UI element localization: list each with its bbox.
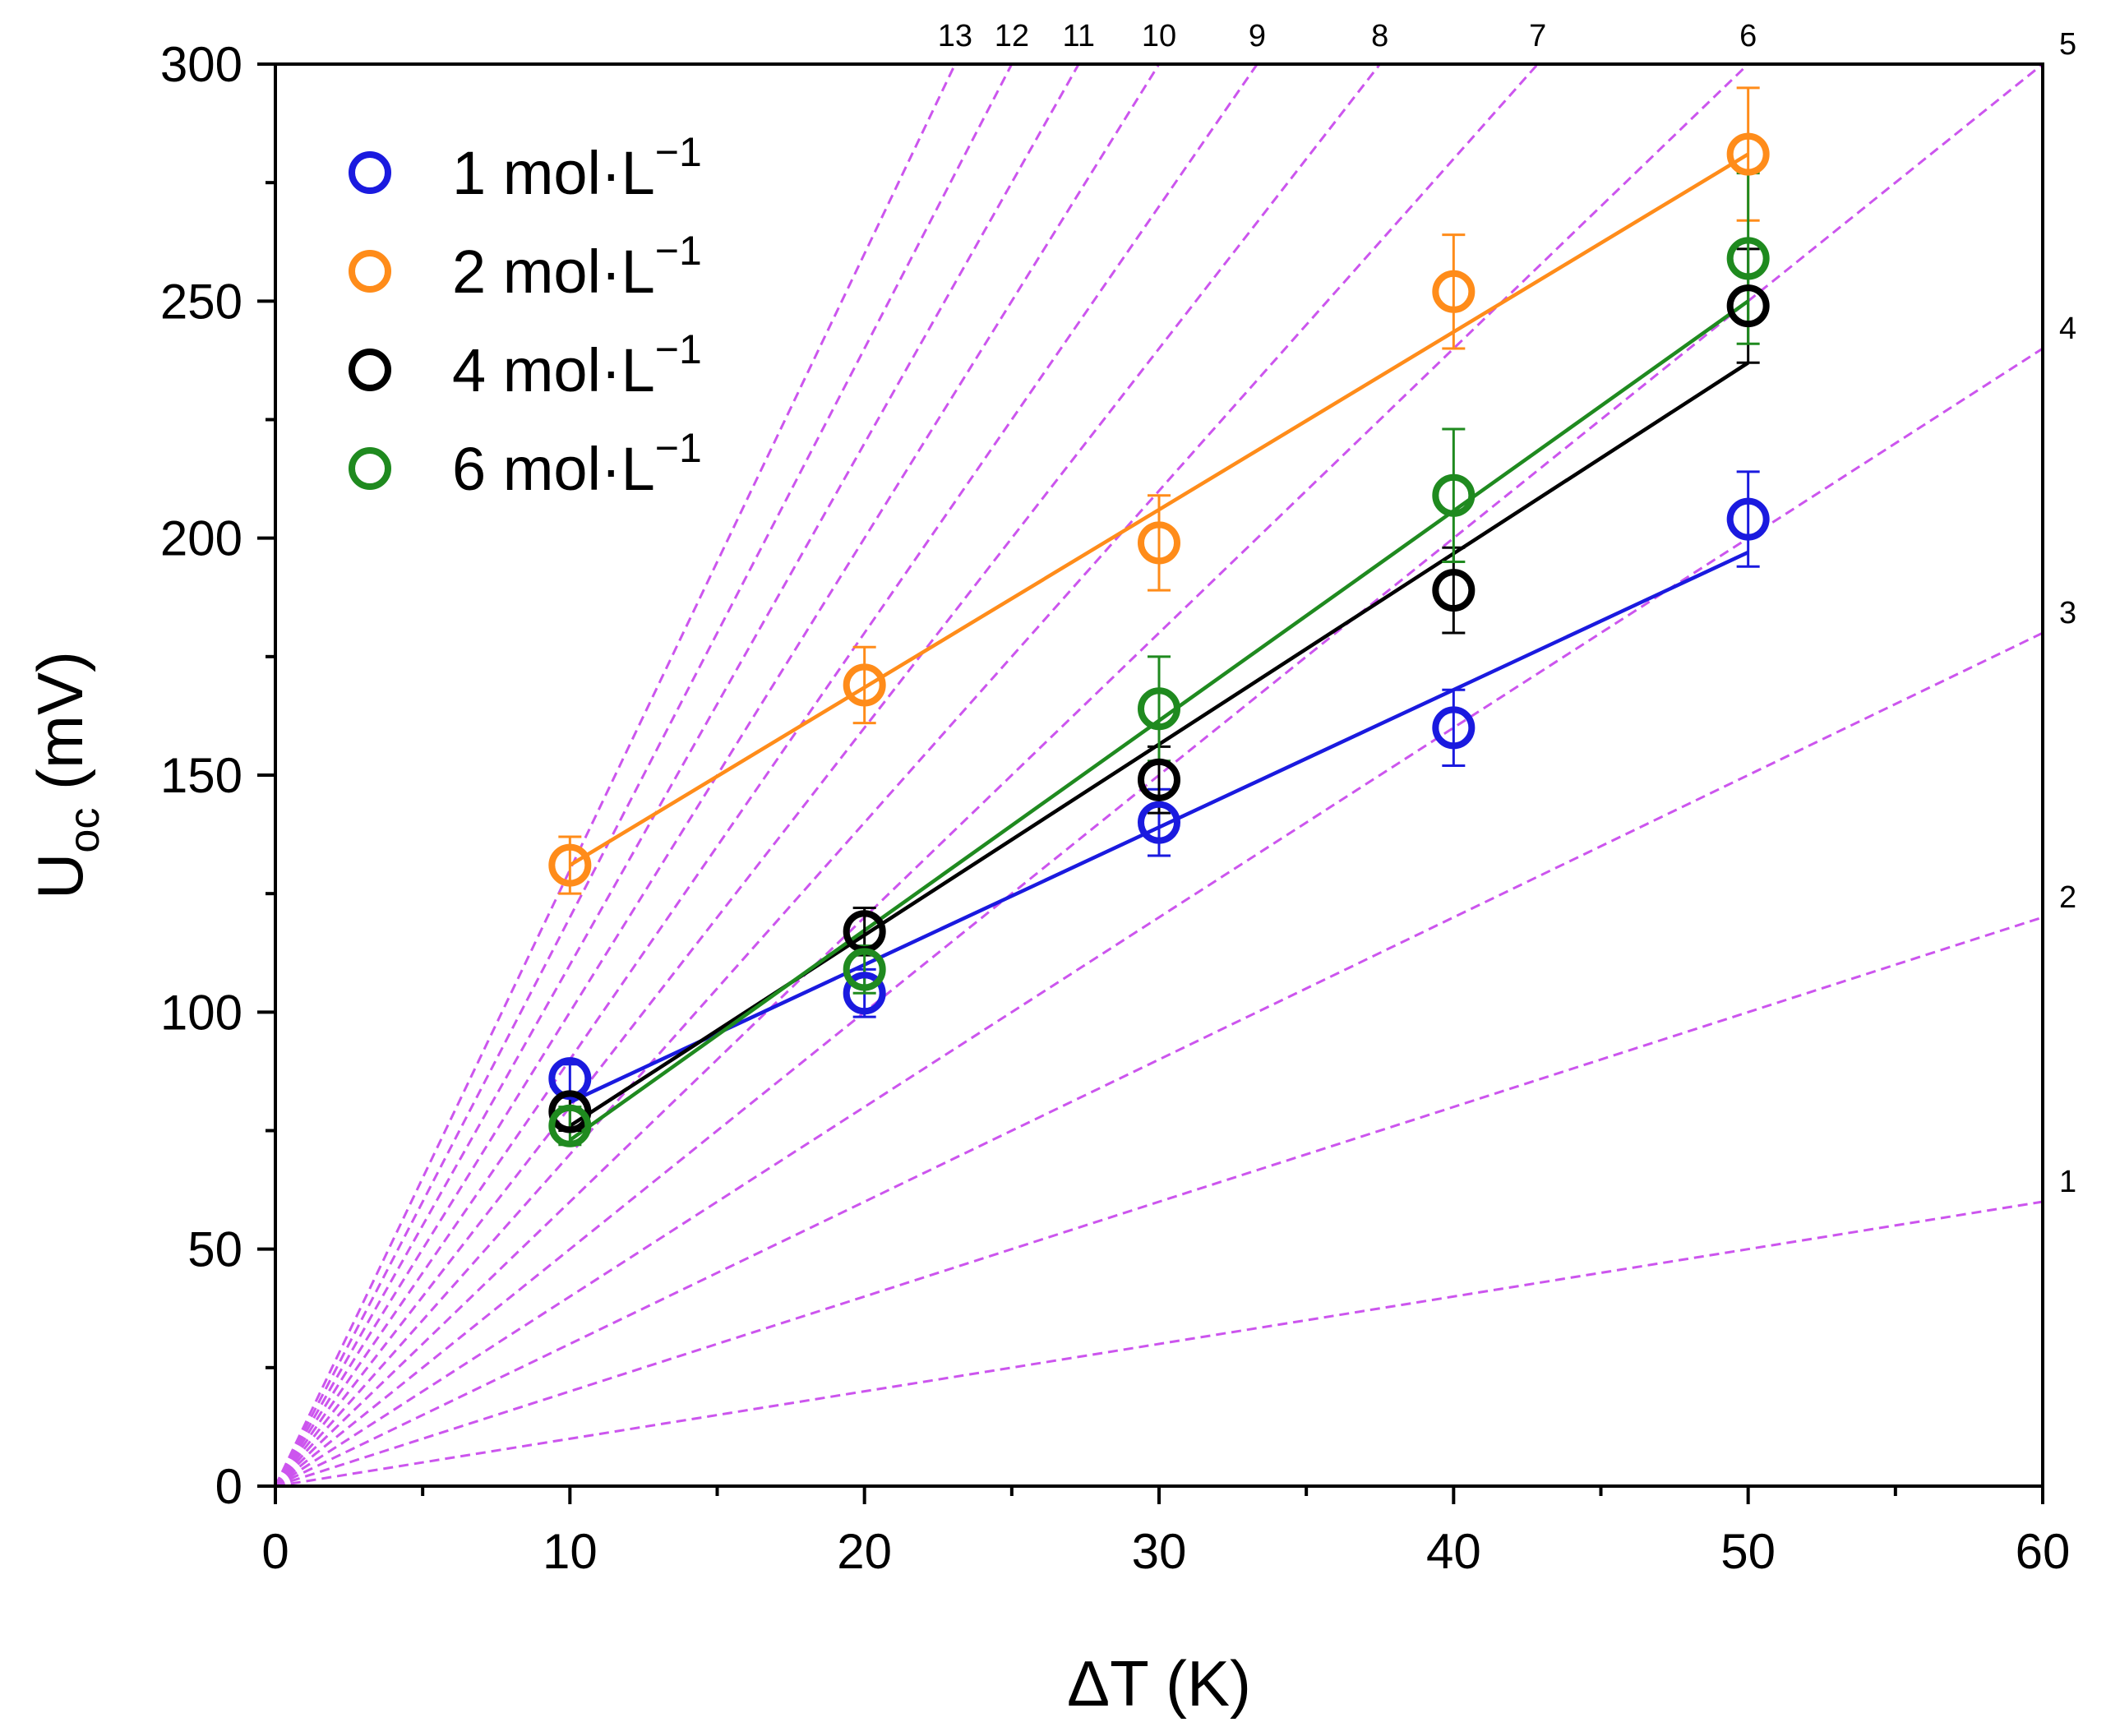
data-point-series-1 [1138, 801, 1180, 844]
y-tick-label: 0 [215, 1459, 242, 1514]
y-tick-label: 50 [187, 1222, 242, 1277]
reference-line-slope-1 [275, 1200, 2043, 1486]
axes: 0 10 20 30 40 50 60 0 50 100 150 200 250 300 [160, 37, 2070, 1579]
data-points [548, 132, 1770, 1147]
x-tick-label: 10 [543, 1524, 598, 1579]
reference-line-slope-13 [275, 64, 957, 1486]
data-point-series-3 [548, 1090, 592, 1133]
y-tick-label: 100 [160, 985, 242, 1040]
reference-line-label-3: 3 [2059, 596, 2076, 630]
data-point-series-4 [548, 1104, 592, 1147]
error-bars [558, 86, 1760, 1147]
data-point-series-1 [1726, 497, 1770, 541]
legend: 1 mol·L−1 2 mol·L−1 4 mol·L−1 6 mol·L−1 [349, 129, 702, 503]
reference-line-label-5: 5 [2059, 27, 2076, 62]
data-point-series-2 [843, 663, 886, 707]
legend-label-series-3: 4 mol·L−1 [452, 326, 702, 404]
x-tick-label: 20 [837, 1524, 892, 1579]
x-tick-label: 50 [1720, 1524, 1776, 1579]
reference-line-label-10: 10 [1142, 19, 1176, 53]
legend-marker-series-3 [349, 349, 391, 391]
data-point-series-2 [1432, 270, 1476, 313]
reference-line-label-9: 9 [1249, 19, 1266, 53]
data-point-series-3 [1432, 569, 1476, 612]
reference-line-slope-9 [275, 64, 1259, 1486]
x-axis-title: ΔT (K) [1067, 1647, 1251, 1720]
data-point-series-4 [843, 948, 886, 991]
reference-line-slope-8 [275, 64, 1381, 1486]
reference-line-label-1: 1 [2059, 1165, 2076, 1199]
y-tick-label: 250 [160, 274, 242, 329]
y-axis-title: Uoc (mV) [24, 651, 109, 899]
data-point-series-2 [1138, 521, 1180, 565]
x-tick-label: 0 [261, 1524, 289, 1579]
reference-line-label-13: 13 [938, 19, 972, 53]
reference-line-label-4: 4 [2059, 312, 2076, 346]
reference-line-label-8: 8 [1371, 19, 1388, 53]
legend-label-series-2: 2 mol·L−1 [452, 228, 702, 306]
reference-line-slope-2 [275, 916, 2043, 1486]
data-point-series-3 [1726, 284, 1770, 328]
data-point-series-4 [1138, 687, 1180, 731]
y-tick-label: 200 [160, 511, 242, 566]
reference-line-slope-11 [275, 64, 1080, 1486]
data-point-series-3 [1138, 758, 1180, 801]
data-point-series-1 [1432, 706, 1476, 750]
legend-marker-series-4 [349, 447, 391, 490]
legend-label-series-1: 1 mol·L−1 [452, 129, 702, 207]
legend-marker-series-1 [349, 151, 391, 194]
y-tick-label: 300 [160, 37, 242, 92]
reference-line-label-7: 7 [1529, 19, 1546, 53]
data-point-series-4 [1432, 473, 1476, 517]
data-point-series-2 [1726, 132, 1770, 176]
x-tick-label: 60 [2016, 1524, 2071, 1579]
x-tick-label: 30 [1132, 1524, 1187, 1579]
legend-label-series-4: 6 mol·L−1 [452, 425, 702, 503]
reference-line-slope-7 [275, 64, 1539, 1486]
x-tick-label: 40 [1426, 1524, 1481, 1579]
data-point-series-2 [548, 843, 592, 887]
data-point-series-1 [843, 972, 886, 1015]
reference-line-label-6: 6 [1739, 19, 1757, 53]
reference-line-label-12: 12 [995, 19, 1029, 53]
reference-line-label-2: 2 [2059, 880, 2076, 915]
reference-line-label-11: 11 [1063, 19, 1095, 53]
legend-marker-series-2 [349, 250, 391, 293]
fit-lines [569, 152, 1749, 1142]
reference-line-slope-12 [275, 64, 1014, 1486]
y-tick-label: 150 [160, 748, 242, 803]
data-point-series-4 [1726, 237, 1770, 280]
axis-titles: ΔT (K) Uoc (mV) [24, 651, 1251, 1720]
